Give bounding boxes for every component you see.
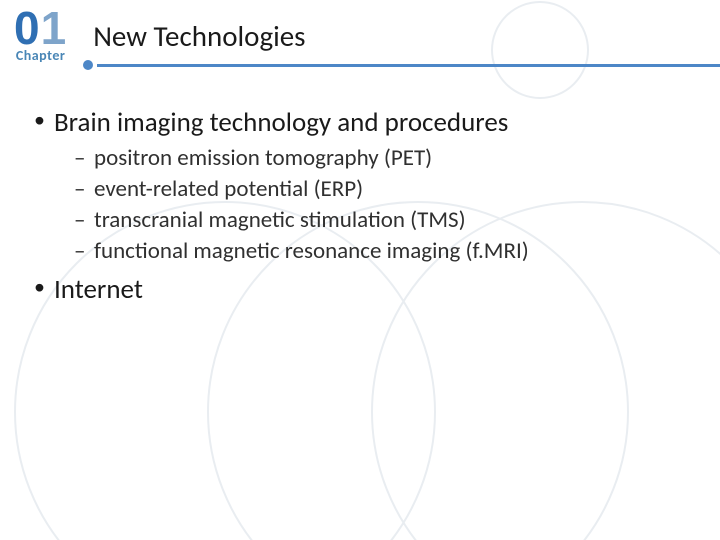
- chapter-badge: 01 Chapter: [14, 8, 67, 64]
- chapter-digit-0: 0: [14, 2, 41, 54]
- sub-bullet-item: transcranial magnetic stimulation (TMS): [74, 205, 690, 236]
- sub-bullet-list: positron emission tomography (PET)event-…: [74, 143, 690, 267]
- bullet-text: Internet: [54, 273, 143, 306]
- rule-dot-icon: [83, 60, 93, 70]
- chapter-digit-1: 1: [41, 2, 68, 54]
- sub-bullet-item: event-related potential (ERP): [74, 174, 690, 205]
- bullet-item: Brain imaging technology and procedures p…: [30, 106, 690, 267]
- slide-content: Brain imaging technology and procedures p…: [0, 70, 720, 306]
- chapter-word: Chapter: [16, 47, 66, 64]
- sub-bullet-item: functional magnetic resonance imaging (f…: [74, 236, 690, 267]
- bullet-item: Internet: [30, 273, 690, 306]
- chapter-number: 01: [14, 8, 67, 49]
- rule-line: [97, 64, 720, 67]
- title-rule: [83, 60, 720, 70]
- title-wrap: New Technologies: [83, 8, 720, 70]
- slide-header: 01 Chapter New Technologies: [0, 0, 720, 70]
- slide-title: New Technologies: [83, 18, 720, 54]
- bullet-list: Brain imaging technology and procedures p…: [30, 106, 690, 306]
- bullet-text: Brain imaging technology and procedures: [54, 106, 508, 139]
- sub-bullet-item: positron emission tomography (PET): [74, 143, 690, 174]
